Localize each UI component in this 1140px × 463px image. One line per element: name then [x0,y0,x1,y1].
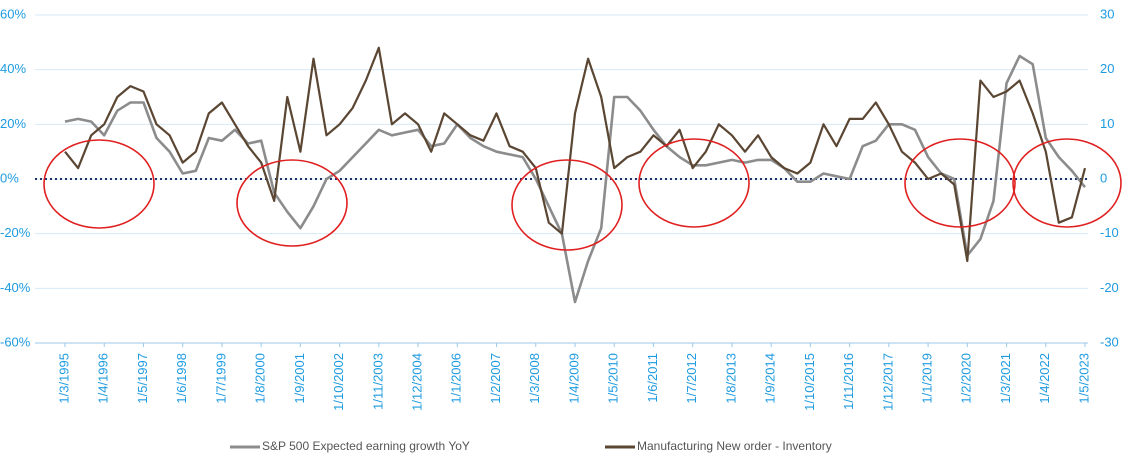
highlight-circle [43,139,155,229]
x-tick-label: 1/12/2004 [410,353,425,411]
legend-label: Manufacturing New order - Inventory [637,439,832,453]
x-tick-label: 1/3/2021 [998,353,1013,404]
y-tick-label: 40% [0,61,26,76]
x-tick-label: 1/5/1997 [135,353,150,404]
y2-tick-label: -20 [1100,280,1119,295]
y-tick-label: 60% [0,6,26,21]
x-tick-label: 1/7/1999 [213,353,228,404]
x-tick-label: 1/1/2006 [449,353,464,404]
y2-tick-label: 30 [1100,6,1114,21]
x-tick-label: 1/6/2011 [645,353,660,403]
y2-tick-label: 20 [1100,61,1114,76]
x-tick-label: 1/11/2003 [370,353,385,410]
highlight-circle [638,138,750,228]
legend-label: S&P 500 Expected earning growth YoY [262,439,470,453]
y-tick-label: -40% [0,280,31,295]
x-tick-label: 1/10/2015 [802,353,817,411]
series-line [64,46,1087,263]
x-tick-label: 1/4/1996 [96,353,111,404]
x-tick-label: 1/2/2007 [488,353,503,404]
y-tick-label: 20% [0,116,26,131]
series-line [64,54,1087,304]
highlight-circle [511,159,623,251]
y-tick-label: -20% [0,225,31,240]
x-tick-label: 1/12/2017 [880,353,895,411]
x-tick-label: 1/1/2019 [920,353,935,404]
x-tick-label: 1/5/2023 [1076,353,1091,404]
x-tick-label: 1/5/2010 [606,353,621,404]
x-tick-label: 1/3/1995 [56,353,71,404]
highlight-circle [904,138,1016,228]
y2-tick-label: -30 [1100,334,1119,349]
y2-tick-label: 0 [1100,170,1107,185]
x-tick-label: 1/10/2002 [331,353,346,411]
x-tick-label: 1/11/2016 [841,353,856,410]
x-tick-label: 1/3/2008 [527,353,542,404]
annotations [43,138,1122,251]
highlight-circle [236,159,348,247]
x-tick-label: 1/4/2022 [1037,353,1052,404]
x-tick-label: 1/2/2020 [959,353,974,404]
x-tick-label: 1/4/2009 [566,353,581,404]
y-tick-label: 0% [0,170,19,185]
x-tick-label: 1/9/2001 [292,353,307,404]
x-tick-label: 1/6/1998 [174,353,189,404]
x-tick-label: 1/7/2012 [684,353,699,404]
y2-tick-label: 10 [1100,116,1114,131]
highlight-circle [1012,138,1122,228]
x-tick-label: 1/8/2013 [723,353,738,404]
x-tick-label: 1/8/2000 [253,353,268,404]
x-tick-label: 1/9/2014 [763,353,778,404]
y-tick-label: -60% [0,334,31,349]
y2-tick-label: -10 [1100,225,1119,240]
